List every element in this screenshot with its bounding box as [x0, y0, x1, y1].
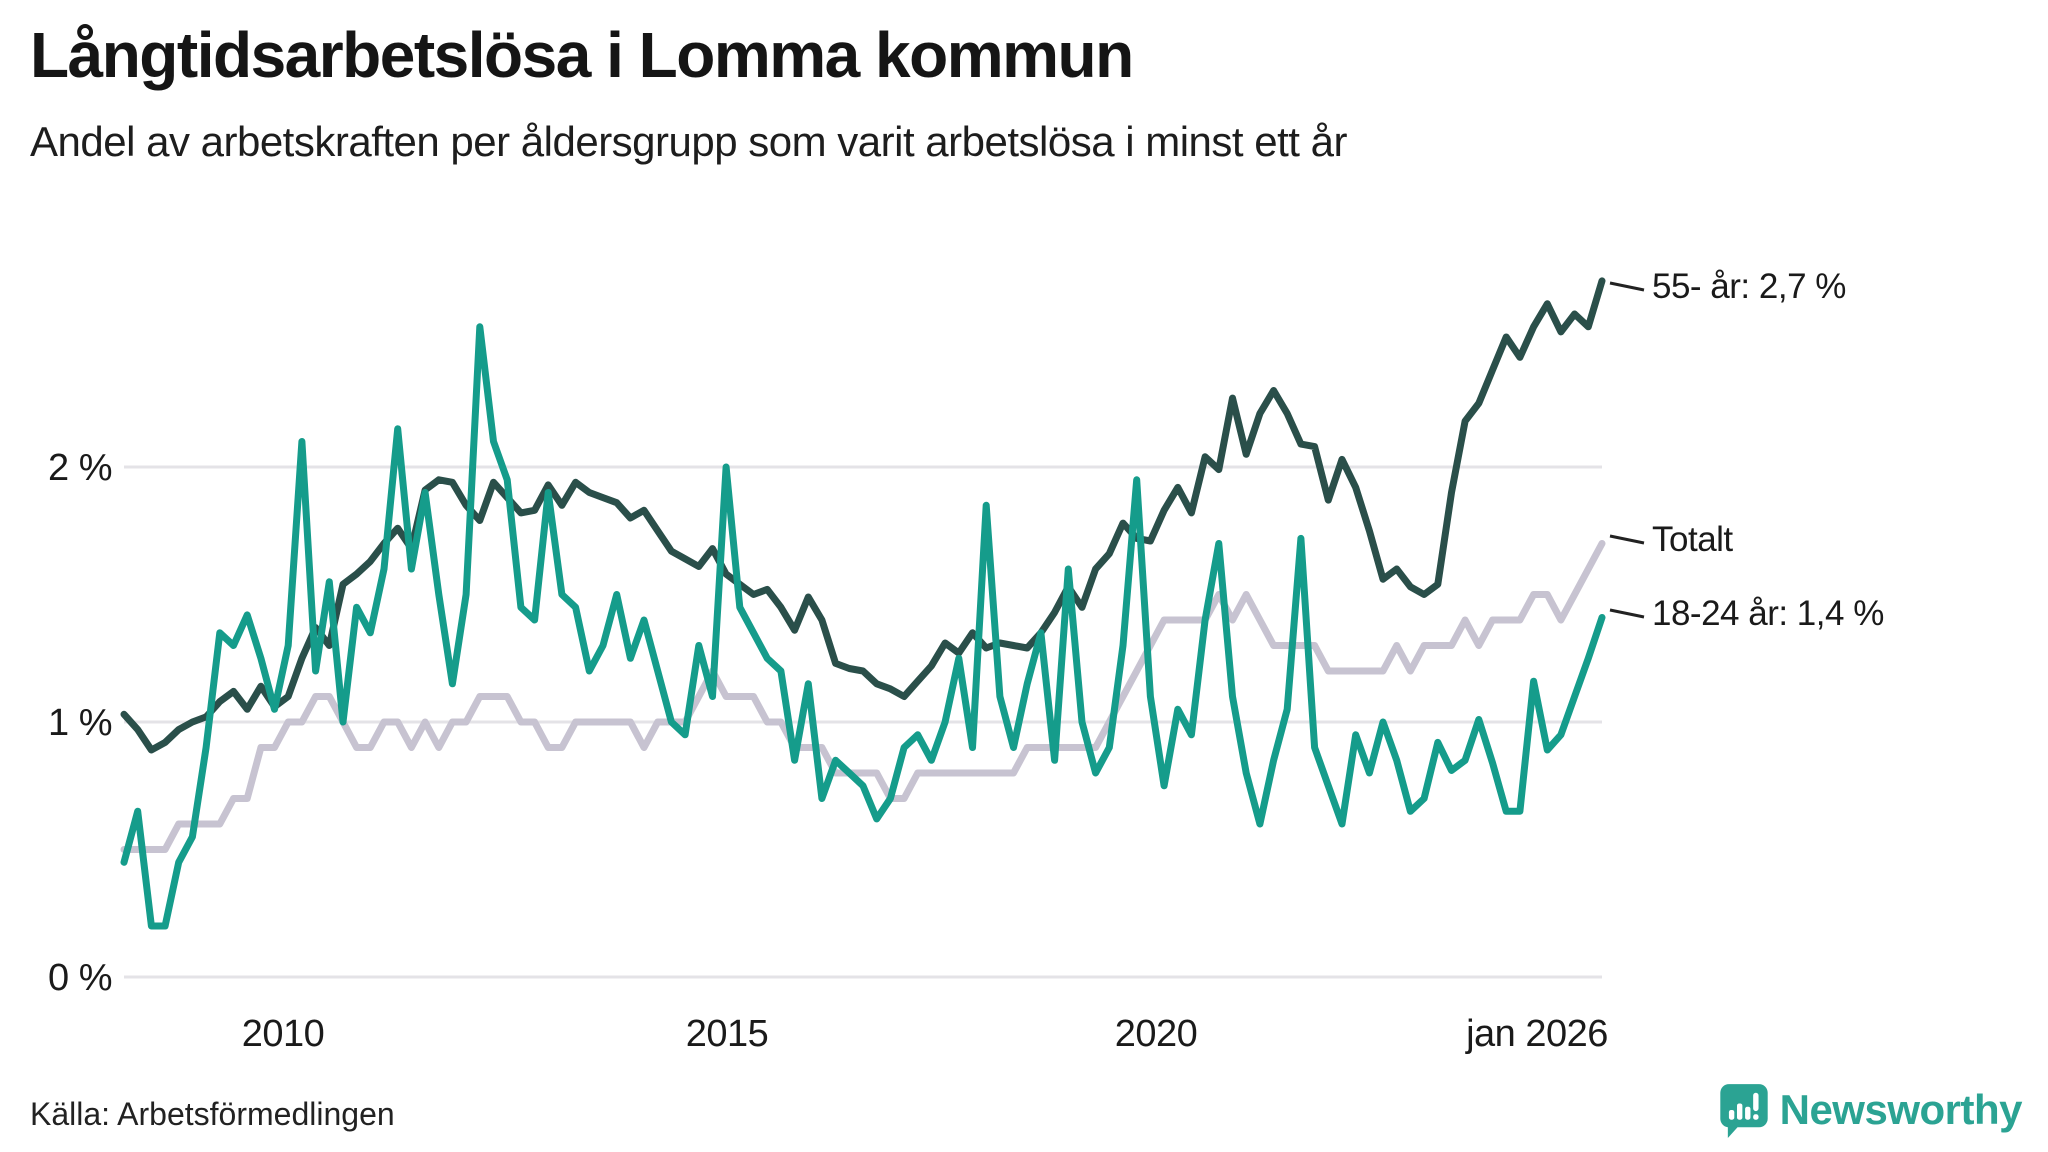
x-axis: 2010 2015 2020 jan 2026 — [242, 1013, 1609, 1055]
page-title: Långtidsarbetslösa i Lomma kommun — [30, 19, 1134, 91]
newsworthy-logo: Newsworthy — [1718, 1082, 2023, 1138]
leader-55-ar — [1609, 281, 1645, 292]
line-55-ar — [120, 277, 1606, 754]
y-axis: 0 % 1 % 2 % — [48, 447, 112, 999]
series-lines — [120, 277, 1606, 930]
x-tick-2020: 2020 — [1115, 1013, 1198, 1055]
newsworthy-logo-text: Newsworthy — [1779, 1086, 2023, 1133]
page-subtitle: Andel av arbetskraften per åldersgrupp s… — [30, 118, 1347, 165]
gridlines — [124, 465, 1602, 979]
leader-totalt — [1609, 534, 1645, 545]
x-tick-2010: 2010 — [242, 1013, 325, 1055]
line-18-24-ar — [120, 323, 1606, 930]
y-tick-1: 1 % — [48, 702, 112, 744]
series-end-labels: 55- år: 2,7 % Totalt 18-24 år: 1,4 % — [1609, 267, 1884, 633]
x-tick-2015: 2015 — [686, 1013, 769, 1055]
source-text: Källa: Arbetsförmedlingen — [30, 1096, 395, 1132]
y-tick-0: 0 % — [48, 957, 112, 999]
leader-18-24-ar — [1609, 608, 1645, 619]
label-55-ar: 55- år: 2,7 % — [1652, 267, 1846, 306]
label-18-24-ar: 18-24 år: 1,4 % — [1652, 594, 1884, 633]
y-tick-2: 2 % — [48, 447, 112, 489]
newsworthy-bubble-chart-icon — [1718, 1082, 1770, 1138]
line-totalt — [120, 540, 1606, 853]
label-totalt: Totalt — [1652, 520, 1733, 559]
x-tick-jan-2026: jan 2026 — [1465, 1013, 1608, 1055]
